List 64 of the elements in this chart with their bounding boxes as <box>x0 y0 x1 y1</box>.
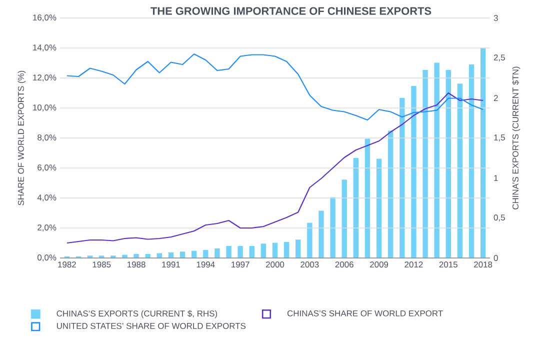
y-tick-label: 6,0% <box>38 164 56 172</box>
bar <box>318 210 324 258</box>
x-tick-label: 2012 <box>404 262 423 268</box>
y2-axis-title: CHINA’S EXPORTS (CURRENT $TN) <box>512 66 520 210</box>
y-tick-label: 14,0% <box>33 44 56 52</box>
bar <box>376 158 382 258</box>
bar <box>249 246 254 258</box>
bar <box>457 84 463 258</box>
bar <box>353 158 359 258</box>
bar <box>180 252 186 258</box>
bar <box>330 197 336 258</box>
x-tick-label: 2015 <box>439 262 458 268</box>
x-tick-label: 1982 <box>58 262 76 268</box>
bar <box>226 246 232 258</box>
x-tick-label: 1988 <box>128 262 146 268</box>
bar <box>260 244 266 258</box>
bar <box>480 48 486 258</box>
bar <box>468 64 474 258</box>
y-axis-title: SHARE OF WORLD EXPORTS (%) <box>18 70 26 206</box>
y-tick-label: 16,0% <box>33 14 56 22</box>
bar <box>422 70 428 258</box>
y-tick-label: 2,0% <box>38 224 56 232</box>
y2-tick-label: 1,5 <box>494 134 505 142</box>
y2-tick-label: 3 <box>494 15 498 21</box>
bar <box>434 62 440 258</box>
bar <box>238 246 243 258</box>
y-tick-label: 10,0% <box>33 104 56 112</box>
y2-tick-label: 0 <box>494 255 498 261</box>
x-tick-label: 2003 <box>300 262 319 268</box>
y2-tick-label: 1 <box>494 175 498 181</box>
x-tick-label: 2009 <box>370 262 388 268</box>
bar <box>342 180 347 258</box>
legend-label: CHINAS’S SHARE OF WORLD EXPORT <box>287 310 443 316</box>
bar <box>214 248 220 258</box>
bar <box>203 250 208 258</box>
line-series <box>66 53 484 121</box>
y-tick-label: 0,0% <box>38 254 56 262</box>
bar <box>364 138 370 258</box>
y-tick-label: 8,0% <box>38 134 56 142</box>
bar <box>388 130 394 258</box>
bar <box>307 222 312 258</box>
x-tick-label: 1994 <box>196 262 215 268</box>
y2-tick-label: 2 <box>494 95 498 101</box>
bar <box>446 70 451 258</box>
chart-title: THE GROWING IMPORTANCE OF CHINESE EXPORTS <box>150 7 432 15</box>
y-tick-label: 4,0% <box>37 194 56 202</box>
legend-label: CHINAS’S EXPORTS (CURRENT $, RHS) <box>56 310 218 318</box>
x-tick-label: 2000 <box>266 262 284 268</box>
bar <box>272 242 278 258</box>
y2-tick-label: 2,5 <box>494 54 505 62</box>
bar <box>400 98 405 258</box>
y2-tick-label: 0,5 <box>494 214 505 222</box>
bar <box>134 254 139 258</box>
bar <box>284 242 290 258</box>
x-tick-label: 1985 <box>92 262 111 268</box>
y-tick-label: 12,0% <box>33 74 56 82</box>
bar <box>296 240 301 258</box>
x-tick-label: 2018 <box>474 262 492 268</box>
bar <box>156 253 162 258</box>
legend-label: UNITED STATES’ SHARE OF WORLD EXPORTS <box>56 322 246 329</box>
x-tick-label: 1997 <box>232 262 250 268</box>
x-tick-label: 2006 <box>335 262 354 268</box>
x-tick-label: 1991 <box>162 262 180 268</box>
bar <box>411 86 416 258</box>
